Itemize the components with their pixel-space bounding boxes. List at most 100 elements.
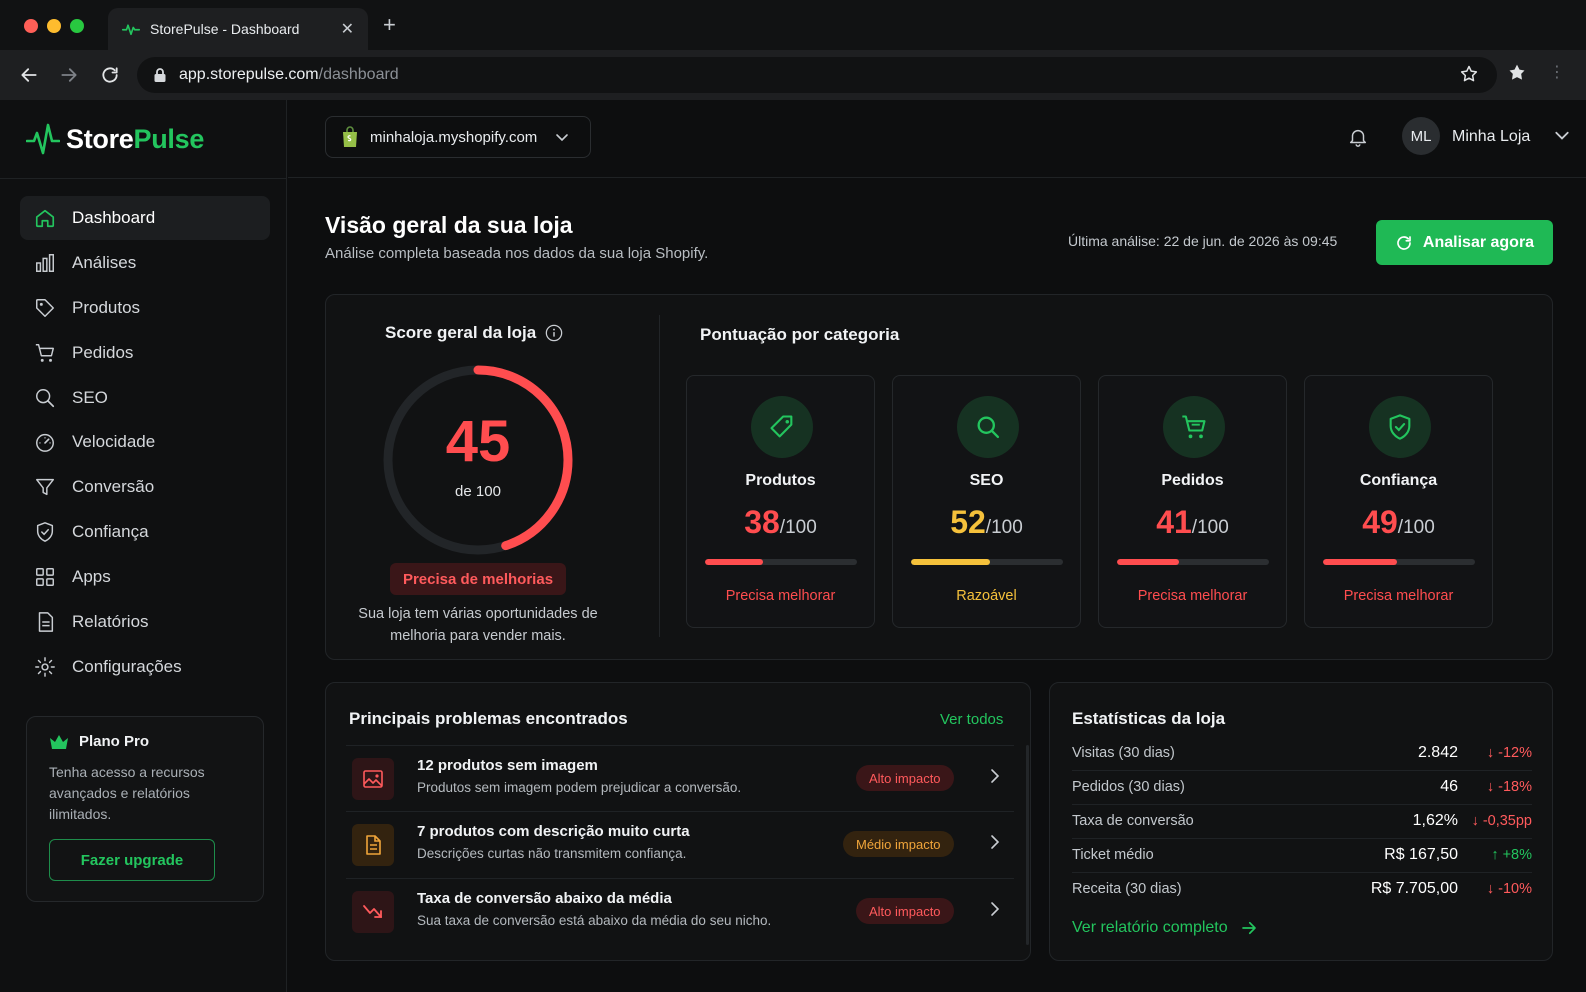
browser-toolbar: app.storepulse.com/dashboard ⋮ (0, 50, 1586, 100)
file-text-icon (366, 835, 381, 855)
problems-scrollbar[interactable] (1026, 745, 1029, 945)
sidebar-item-velocidade[interactable]: Velocidade (20, 420, 270, 464)
category-score-denominator: /100 (1191, 517, 1229, 538)
category-card-confianca[interactable]: Confiança 49/100 Precisa melhorar (1304, 375, 1493, 628)
problem-row[interactable]: Taxa de conversão abaixo da média Sua ta… (346, 878, 1014, 944)
sidebar-item-produtos[interactable]: Produtos (20, 286, 270, 330)
avatar[interactable]: ML (1402, 117, 1440, 155)
sidebar-item-label: Dashboard (72, 208, 156, 227)
maximize-window-button[interactable] (70, 19, 84, 33)
category-card-pedidos[interactable]: Pedidos 41/100 Precisa melhorar (1098, 375, 1287, 628)
chevron-down-icon[interactable] (1554, 127, 1570, 143)
category-progress-fill (705, 559, 763, 565)
sidebar-item-apps[interactable]: Apps (20, 555, 270, 599)
document-icon (38, 612, 54, 632)
trending-down-icon (363, 905, 382, 918)
score-title-row: Score geral da loja (385, 323, 563, 343)
url-path: /dashboard (318, 66, 399, 83)
problem-row[interactable]: 12 produtos sem imagem Produtos sem imag… (346, 745, 1014, 811)
bell-icon[interactable] (1347, 126, 1369, 148)
stat-delta: ↓ -0,35pp (1472, 813, 1532, 829)
full-report-label: Ver relatório completo (1072, 919, 1228, 936)
forward-button[interactable] (56, 62, 82, 88)
stat-row: Visitas (30 dias) 2.842 ↓ -12% (1072, 737, 1532, 771)
sidebar-item-label: Análises (72, 252, 137, 272)
stat-delta-value: -0,35pp (1482, 813, 1532, 829)
stat-delta-value: +8% (1502, 847, 1532, 863)
url-host: app.storepulse.com (179, 66, 319, 83)
sidebar-item-label: Conversão (72, 477, 155, 497)
browser-menu-icon[interactable]: ⋮ (1549, 64, 1565, 81)
stat-row: Pedidos (30 dias) 46 ↓ -18% (1072, 771, 1532, 805)
category-progress-bar (1323, 559, 1475, 565)
stat-row: Ticket médio R$ 167,50 ↑ +8% (1072, 839, 1532, 873)
category-icon-wrap (957, 396, 1019, 458)
category-card-seo[interactable]: SEO 52/100 Razoável (892, 375, 1081, 628)
pulse-favicon-icon (122, 24, 140, 36)
stat-value: 46 (1440, 778, 1458, 795)
sidebar-item-configuracoes[interactable]: Configurações (20, 645, 270, 689)
stat-row: Taxa de conversão 1,62% ↓ -0,35pp (1072, 805, 1532, 839)
category-score-value: 38 (744, 504, 780, 540)
sidebar-item-pedidos[interactable]: Pedidos (20, 331, 270, 375)
bookmark-star-icon[interactable] (1459, 64, 1479, 84)
problem-row[interactable]: 7 produtos com descrição muito curta Des… (346, 811, 1014, 877)
close-window-button[interactable] (24, 19, 38, 33)
chevron-right-icon[interactable] (989, 901, 1001, 917)
sidebar-item-analises[interactable]: Análises (20, 241, 270, 285)
minimize-window-button[interactable] (47, 19, 61, 33)
extension-pin-icon[interactable] (1507, 63, 1527, 83)
full-report-link[interactable]: Ver relatório completo (1072, 919, 1258, 937)
sidebar-item-confianca[interactable]: Confiança (20, 510, 270, 554)
score-gauge (383, 365, 573, 555)
chevron-right-icon[interactable] (989, 834, 1001, 850)
new-tab-button[interactable]: + (383, 12, 396, 37)
chevron-right-icon[interactable] (989, 768, 1001, 784)
arrow-up-icon: ↑ (1491, 847, 1499, 863)
category-progress-fill (1117, 559, 1180, 565)
page-subtitle: Análise completa baseada nos dados da su… (325, 245, 709, 262)
category-progress-fill (1323, 559, 1398, 565)
category-card-produtos[interactable]: Produtos 38/100 Precisa melhorar (686, 375, 875, 628)
category-score-denominator: /100 (1397, 517, 1435, 538)
sidebar-item-conversao[interactable]: Conversão (20, 465, 270, 509)
store-selector[interactable]: minhaloja.myshopify.com (325, 116, 591, 158)
category-score-denominator: /100 (779, 517, 817, 538)
view-all-link[interactable]: Ver todos (940, 711, 1004, 728)
funnel-icon (36, 479, 54, 496)
arrow-right-icon (61, 68, 77, 82)
arrow-down-icon: ↓ (1486, 779, 1495, 795)
upgrade-button[interactable]: Fazer upgrade (49, 839, 215, 881)
score-description: Sua loja tem várias oportunidades de mel… (358, 606, 598, 644)
category-icon-wrap (1369, 396, 1431, 458)
sidebar-nav: Dashboard Análises Produtos Pedidos SEO … (20, 196, 270, 690)
browser-tab[interactable]: StorePulse - Dashboard ✕ (108, 8, 368, 50)
sidebar-item-dashboard[interactable]: Dashboard (20, 196, 270, 240)
problem-icon-wrap (352, 824, 394, 866)
speedometer-icon (36, 434, 54, 453)
problem-icon-wrap (352, 758, 394, 800)
category-score: 38/100 (687, 504, 874, 541)
plan-description: Tenha acesso a recursos avançados e rela… (49, 764, 205, 822)
reload-button[interactable] (97, 62, 123, 88)
stat-delta: ↓ -10% (1487, 881, 1532, 897)
address-bar[interactable]: app.storepulse.com/dashboard (137, 57, 1497, 93)
account-name[interactable]: Minha Loja (1452, 128, 1531, 145)
back-button[interactable] (16, 62, 42, 88)
sidebar: StorePulse Dashboard Análises Produtos P… (0, 100, 287, 992)
tab-strip: StorePulse - Dashboard ✕ + (0, 0, 1586, 50)
page-title: Visão geral da sua loja (325, 212, 573, 238)
problem-description: Descrições curtas não transmitem confian… (417, 846, 687, 861)
close-tab-icon[interactable]: ✕ (340, 21, 354, 38)
category-section-title: Pontuação por categoria (700, 325, 900, 344)
sidebar-item-seo[interactable]: SEO (20, 376, 270, 420)
score-card: Score geral da loja 45 de 100 Precisa de… (325, 294, 1553, 660)
arrow-down-icon: ↓ (1486, 745, 1495, 761)
shopify-bag-icon (343, 126, 357, 147)
analyze-now-button[interactable]: Analisar agora (1376, 220, 1553, 265)
category-score-denominator: /100 (985, 517, 1023, 538)
brand-logo[interactable]: StorePulse (26, 120, 204, 158)
sidebar-item-relatorios[interactable]: Relatórios (20, 600, 270, 644)
info-icon[interactable] (545, 324, 563, 342)
stat-delta: ↓ -12% (1487, 745, 1532, 761)
